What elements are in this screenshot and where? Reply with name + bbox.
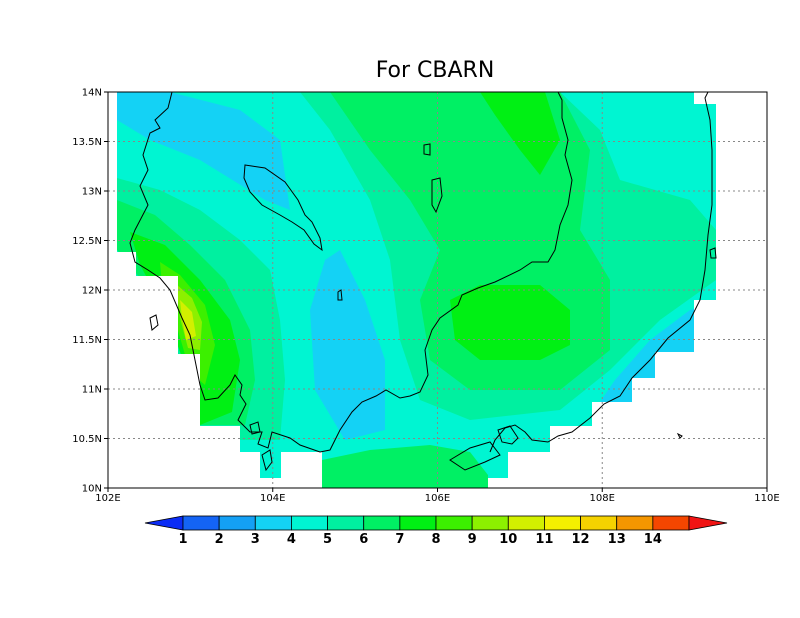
colorbar-label: 1 — [178, 532, 187, 547]
delta-channel — [449, 441, 501, 471]
coastline-main — [129, 92, 573, 453]
colorbar-label: 3 — [251, 532, 260, 547]
colorbar-label: 10 — [499, 532, 517, 547]
colorbar-label: 6 — [359, 532, 368, 547]
contour-band-3-upperleft — [117, 92, 290, 210]
colorbar-swatch — [363, 515, 401, 531]
y-tick-label: 14N — [82, 88, 102, 99]
colorbar-label: 4 — [287, 532, 296, 547]
y-tick-label: 11N — [82, 385, 102, 396]
colorbar-swatch — [652, 515, 690, 531]
colorbar-max-arrow — [688, 515, 728, 531]
colorbar-swatch — [291, 515, 328, 531]
colorbar-label: 2 — [215, 532, 224, 547]
lake-small — [337, 289, 343, 301]
colorbar-swatch — [580, 515, 618, 531]
contour-band-10-west — [180, 300, 196, 340]
x-tick-label: 106E — [425, 493, 450, 504]
coastline-south — [489, 92, 713, 453]
island-far-east — [709, 247, 717, 259]
y-tick-label: 10.5N — [72, 434, 102, 445]
colorbar-swatch — [507, 515, 545, 531]
grid-lines — [108, 92, 767, 488]
colorbar-swatch — [327, 515, 365, 531]
colorbar-swatch — [435, 515, 473, 531]
colorbar-swatch — [471, 515, 509, 531]
contour-band-6-south — [322, 445, 488, 488]
axis-ticks: 102E 104E 106E 108E 110E 10N 10.5N 11N 11.5N 12N 1… — [72, 88, 779, 505]
contour-band-7-north — [480, 92, 560, 175]
colorbar-label: 5 — [323, 532, 332, 547]
x-tick-label: 104E — [260, 493, 285, 504]
contour-band-3-center — [310, 250, 385, 440]
island-southwest — [249, 421, 261, 435]
colorbar-swatch — [182, 515, 220, 531]
colorbar-swatch — [399, 515, 437, 531]
map-title: For CBARN — [375, 58, 495, 83]
y-tick-label: 13N — [82, 187, 102, 198]
colorbar-label: 7 — [395, 532, 404, 547]
colorbar-swatch — [254, 515, 292, 531]
contour-band-7-center — [450, 285, 570, 360]
colorbar-swatch — [544, 515, 581, 531]
contour-fill — [117, 92, 716, 488]
x-tick-label: 110E — [754, 493, 779, 504]
tonle-sap-lake — [243, 164, 323, 252]
colorbar-swatch — [218, 515, 256, 531]
colorbar-label: 9 — [468, 532, 477, 547]
y-tick-label: 11.5N — [72, 335, 102, 346]
y-tick-label: 12.5N — [72, 236, 102, 247]
colorbar: 1 2 3 4 5 6 7 8 9 10 11 12 13 14 — [144, 515, 728, 547]
island-far-east-2 — [676, 432, 683, 439]
island-west — [149, 314, 159, 331]
colorbar-label: 8 — [431, 532, 440, 547]
y-tick-label: 13.5N — [72, 137, 102, 148]
y-tick-label: 12N — [82, 286, 102, 297]
colorbar-swatch — [616, 515, 654, 531]
colorbar-label: 14 — [644, 532, 662, 547]
x-tick-label: 108E — [590, 493, 615, 504]
x-tick-label: 102E — [95, 493, 120, 504]
island-east-2 — [423, 143, 431, 156]
colorbar-label: 11 — [535, 532, 553, 547]
coastline — [129, 92, 717, 472]
colorbar-label: 13 — [608, 532, 626, 547]
colorbar-min-arrow — [144, 515, 184, 531]
island-phu-quoc — [261, 449, 273, 472]
delta-channel-2 — [497, 425, 519, 445]
y-tick-label: 10N — [82, 484, 102, 495]
island-east — [431, 177, 443, 214]
colorbar-label: 12 — [572, 532, 590, 547]
